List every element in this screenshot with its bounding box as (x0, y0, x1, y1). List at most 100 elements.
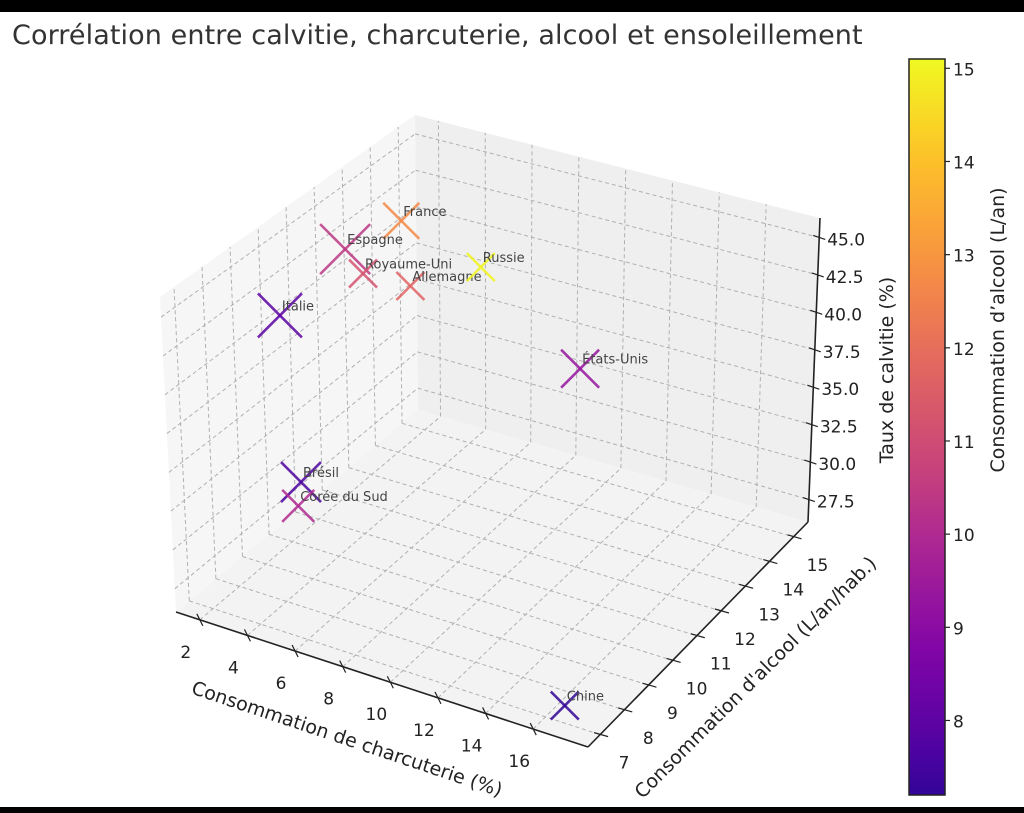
grid-y-floor (189, 600, 601, 736)
point-marker-stroke (560, 348, 601, 389)
x-tick-label: 12 (413, 721, 435, 741)
y-tick-label: 13 (758, 605, 780, 625)
grid-x-back (755, 204, 767, 508)
figure-canvas: Corrélation entre calvitie, charcuterie,… (0, 12, 1024, 807)
z-tick-mark (804, 459, 817, 465)
grid-z-left (164, 206, 417, 396)
data-point: France (382, 201, 446, 240)
z-tick-label: 27.5 (817, 493, 855, 513)
z-tick-label: 45.0 (827, 230, 865, 250)
z-tick-mark (808, 347, 821, 353)
y-tick-mark (738, 583, 754, 589)
y-tick-label: 9 (667, 704, 678, 724)
x-tick-label: 16 (508, 752, 530, 772)
grid-y-floor (242, 556, 649, 686)
x-tick-label: 6 (276, 674, 287, 694)
x-tick-label: 8 (323, 690, 334, 710)
grid-z-left (166, 242, 417, 434)
z-axis-line (807, 217, 821, 523)
point-marker-stroke (549, 690, 580, 721)
z-tick-label: 30.0 (818, 455, 856, 475)
grid-y-left (341, 166, 350, 468)
grid-x-floor (342, 454, 577, 667)
colorbar-tick-label: 9 (953, 619, 964, 639)
grid-z-back (415, 206, 817, 313)
grid-x-floor (294, 441, 532, 652)
grid-z-left (162, 169, 416, 357)
x-tick-mark (386, 675, 394, 689)
z-tick-label: 35.0 (821, 380, 859, 400)
grid-z-left (170, 315, 418, 512)
z-tick-mark (811, 272, 824, 278)
point-label: Brésil (303, 466, 339, 481)
grid-lines (160, 120, 820, 736)
data-point: Brésil (280, 461, 339, 503)
point-label: Corée du Sud (300, 490, 388, 505)
z-tick-label: 37.5 (823, 343, 861, 363)
y-tick-label: 14 (782, 581, 804, 601)
grid-y-floor (215, 578, 625, 711)
data-point: Russie (465, 251, 525, 283)
point-label: Italie (282, 299, 314, 314)
data-point: États-Unis (560, 348, 648, 389)
grid-x-floor (532, 506, 757, 730)
grid-x-back (620, 168, 627, 469)
point-label: Espagne (347, 233, 403, 248)
grid-y-left (173, 286, 190, 601)
y-tick-mark (714, 608, 730, 614)
point-marker-stroke (465, 252, 496, 283)
z-tick-mark (807, 384, 820, 390)
x-tick-label: 4 (228, 658, 239, 678)
y-tick-label: 10 (686, 679, 708, 699)
grid-x-floor (247, 429, 486, 636)
colorbar-tick-label: 11 (953, 433, 975, 453)
grid-z-back (416, 242, 815, 351)
grid-y-left (201, 266, 217, 579)
point-marker-stroke (257, 292, 303, 339)
x-tick-mark (434, 691, 442, 705)
x-tick-mark (339, 660, 347, 673)
x-axis-line (175, 611, 589, 748)
x-tick-mark (291, 644, 299, 658)
y-tick-mark (618, 707, 633, 713)
colorbar-tick-label: 8 (953, 712, 964, 732)
point-marker-stroke (382, 201, 421, 240)
grid-x-back (710, 192, 720, 495)
grid-z-back (415, 169, 818, 276)
y-tick-mark (763, 558, 778, 565)
grid-y-left (369, 146, 376, 446)
point-label: Russie (483, 251, 525, 266)
z-tick-mark (802, 496, 816, 503)
grid-y-left (257, 226, 270, 535)
z-tick-label: 32.5 (820, 418, 858, 438)
grid-y-floor (401, 422, 794, 538)
y-tick-mark (642, 682, 657, 688)
colorbar-tick-label: 10 (953, 526, 975, 546)
point-label: États-Unis (582, 352, 648, 368)
y-tick-label: 15 (807, 556, 829, 576)
grid-x-floor (485, 493, 712, 714)
y-tick-label: 8 (643, 729, 654, 749)
y-tick-mark (666, 657, 681, 664)
point-label: Allemagne (412, 270, 481, 285)
back-pane (415, 115, 820, 522)
grid-x-back (530, 144, 533, 443)
floor-pane (176, 410, 808, 747)
y-tick-label: 11 (710, 655, 732, 675)
colorbar: 8 9 10 11 12 13 14 15 Consommation d’alcool (L/a… (908, 58, 1009, 796)
grid-y-left (229, 246, 243, 557)
colorbar-tick-label: 15 (953, 60, 975, 80)
grid-y-floor (375, 445, 770, 563)
data-point: Espagne (319, 223, 403, 276)
grid-z-back (417, 351, 811, 463)
colorbar-title: Consommation d’alcool (L/an) (987, 187, 1009, 472)
axis-panes (160, 115, 820, 747)
x-tick-label: 10 (366, 705, 388, 725)
grid-z-back (416, 315, 812, 426)
colorbar-tick-label: 12 (953, 340, 975, 360)
grid-x-floor (389, 467, 622, 683)
x-tick-mark (243, 629, 251, 642)
z-tick-label: 40.0 (824, 305, 862, 325)
data-point: Corée du Sud (281, 488, 388, 523)
